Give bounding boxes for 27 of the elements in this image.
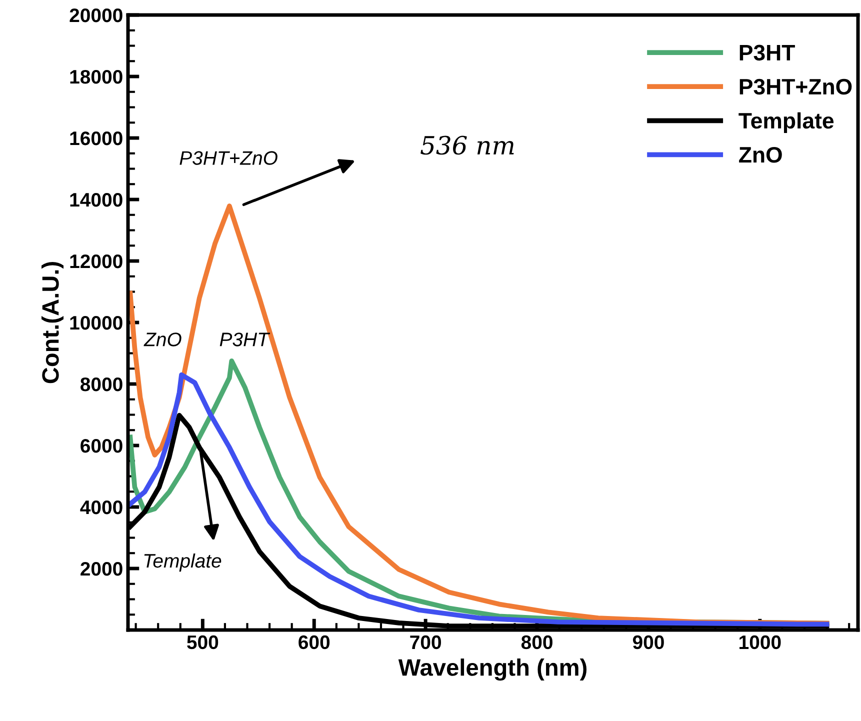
- y-tick-label: 6000: [80, 438, 122, 453]
- y-tick-label: 10000: [70, 316, 122, 330]
- y-tick-label: 14000: [70, 192, 122, 207]
- annotation: P3HT: [220, 332, 270, 346]
- y-tick-label: 2000: [80, 562, 122, 576]
- x-tick-label: 900: [632, 635, 664, 650]
- x-tick-label: 1000: [740, 635, 781, 650]
- legend-label: Template: [738, 112, 834, 134]
- x-tick-label: 500: [187, 635, 218, 650]
- legend-label: P3HT+ZnO: [740, 78, 852, 95]
- y-tick-label: 16000: [70, 131, 122, 146]
- annotation: P3HT+ZnO: [180, 151, 278, 165]
- y-tick-label: 18000: [70, 70, 122, 84]
- y-tick-label: 8000: [80, 377, 122, 392]
- annotation: ZnO: [144, 332, 182, 346]
- legend-label: P3HT: [740, 44, 795, 61]
- y-tick-label: 4000: [80, 500, 122, 514]
- annotation: Template: [144, 553, 222, 572]
- legend-label: ZnO: [739, 146, 782, 163]
- y-tick-label: 20000: [70, 8, 122, 22]
- x-tick-label: 800: [521, 635, 552, 650]
- annotation: 536 nm: [420, 136, 514, 155]
- x-axis-title: Wavelength (nm): [398, 658, 586, 681]
- x-tick-label: 600: [298, 635, 330, 650]
- y-tick-label: 12000: [70, 254, 122, 268]
- x-tick-label: 700: [410, 635, 441, 650]
- y-axis-title: Cont.(A.U.): [42, 262, 64, 384]
